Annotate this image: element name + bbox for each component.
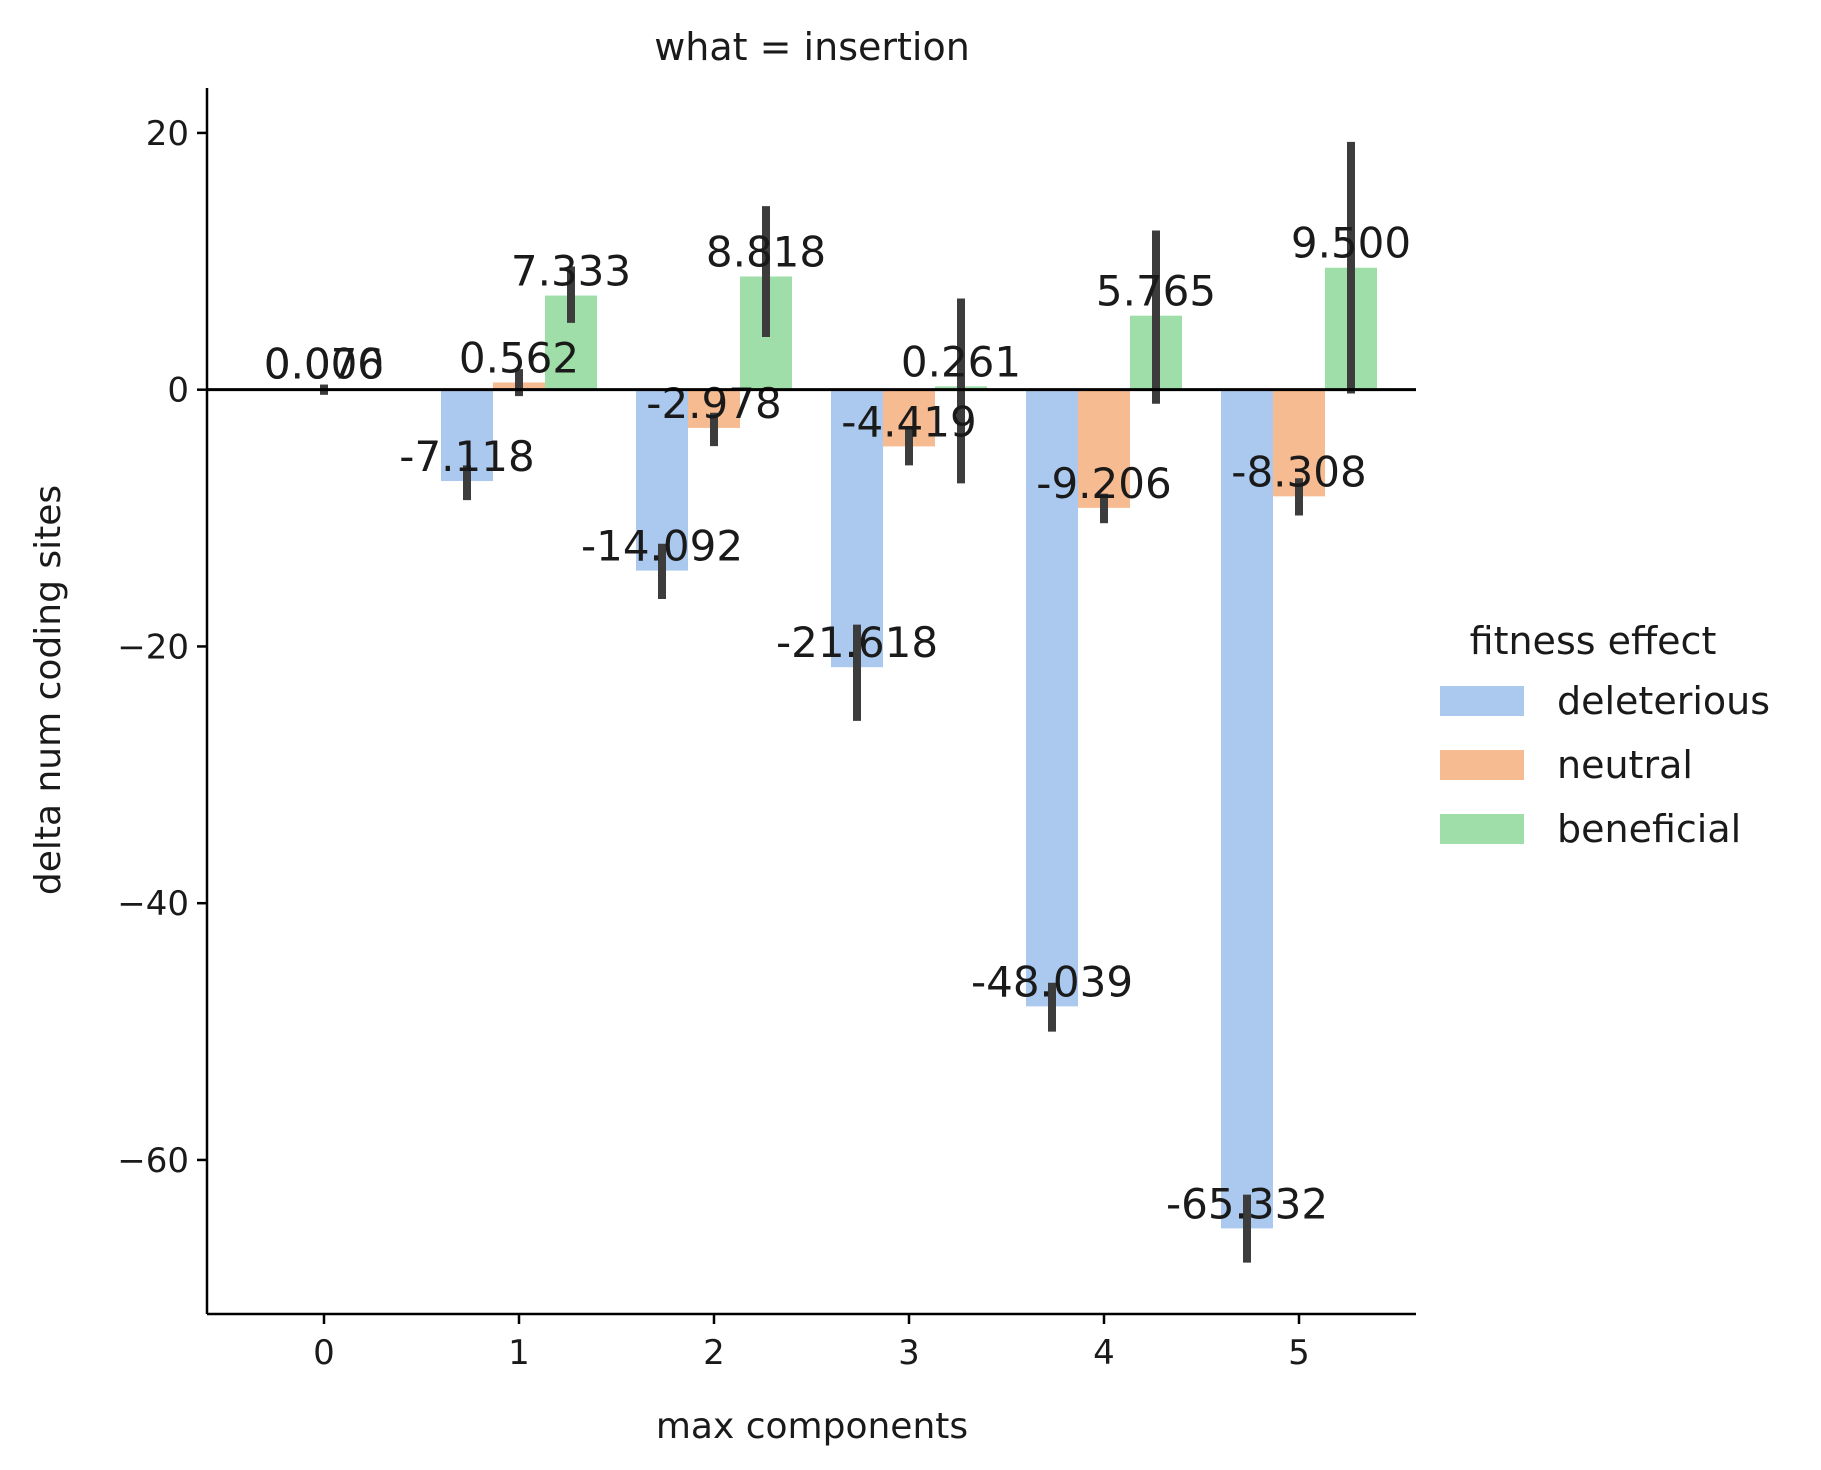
legend: fitness effect deleterious neutral benefic… — [1440, 619, 1770, 851]
y-tick-label: −40 — [117, 884, 189, 924]
bar-value-labels: -7.118 -14.092 -21.618 -48.039 -65.332 0.562 -… — [264, 219, 1411, 1229]
bar-neutral-4 — [1078, 389, 1130, 508]
chart-title: what = insertion — [654, 25, 970, 69]
legend-label-deleterious: deleterious — [1557, 679, 1770, 723]
x-tick-label: 0 — [313, 1333, 335, 1373]
legend-swatch-neutral — [1440, 750, 1524, 780]
legend-swatch-deleterious — [1440, 686, 1524, 716]
bar-label-beneficial-5: 9.500 — [1291, 219, 1411, 268]
bar-label-deleterious-5: -65.332 — [1166, 1179, 1328, 1228]
legend-label-neutral: neutral — [1557, 743, 1693, 787]
bar-deleterious-4 — [1026, 389, 1078, 1007]
bar-label-neutral-2: -2.978 — [646, 379, 781, 428]
x-axis-label: max components — [656, 1406, 968, 1447]
bar-label-neutral-4: -9.206 — [1036, 459, 1171, 508]
bar-deleterious-2 — [636, 389, 688, 571]
bar-label-beneficial-1: 7.333 — [511, 247, 631, 296]
bar-label-overall-0: 0.076 — [264, 340, 384, 389]
y-tick-label: −60 — [117, 1141, 189, 1181]
legend-label-beneficial: beneficial — [1557, 807, 1741, 851]
bar-label-neutral-5: -8.308 — [1231, 447, 1366, 496]
bar-label-deleterious-4: -48.039 — [971, 957, 1133, 1006]
bar-label-beneficial-3: 0.261 — [901, 337, 1021, 386]
x-tick-label: 3 — [898, 1333, 920, 1373]
x-tick-label: 2 — [703, 1333, 725, 1373]
bar-deleterious-3 — [831, 389, 883, 668]
y-tick-label: 0 — [167, 371, 189, 411]
y-tick-label: 20 — [146, 114, 189, 154]
bar-label-deleterious-3: -21.618 — [776, 618, 938, 667]
bar-label-beneficial-2: 8.818 — [706, 227, 826, 276]
bar-label-beneficial-4: 5.765 — [1096, 267, 1216, 316]
axes: 20 0 −20 −40 −60 0 1 2 3 4 5 — [117, 88, 1416, 1373]
y-axis-label: delta num coding sites — [28, 485, 69, 895]
x-tick-label: 4 — [1093, 1333, 1115, 1373]
bar-label-neutral-1: 0.562 — [459, 333, 579, 382]
bar-deleterious-5 — [1221, 389, 1273, 1229]
x-tick-label: 1 — [508, 1333, 530, 1373]
x-tick-label: 5 — [1288, 1333, 1310, 1373]
y-tick-label: −20 — [117, 627, 189, 667]
bar-label-deleterious-2: -14.092 — [581, 522, 743, 571]
bar-label-overall-1: 0.000 — [264, 340, 384, 389]
legend-swatch-beneficial — [1440, 814, 1524, 844]
bar-label-neutral-3: -4.419 — [841, 397, 976, 446]
legend-title: fitness effect — [1470, 619, 1717, 663]
bar-label-deleterious-1: -7.118 — [399, 432, 534, 481]
